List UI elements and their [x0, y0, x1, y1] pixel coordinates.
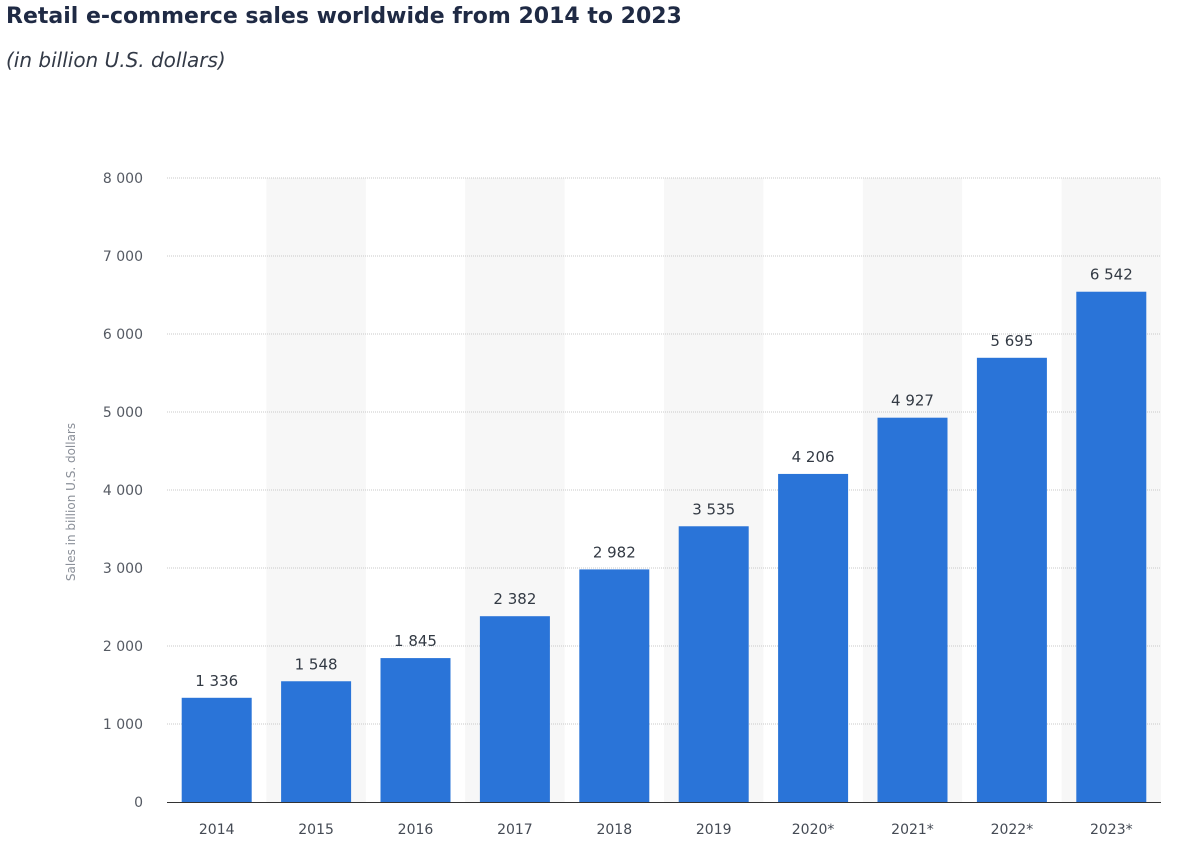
bar-value-label: 4 927: [891, 392, 934, 410]
chart-title: Retail e-commerce sales worldwide from 2…: [6, 4, 682, 29]
bar: [877, 417, 948, 802]
bar-value-label: 1 548: [295, 655, 338, 673]
bar: [778, 473, 849, 802]
bar: [380, 658, 451, 802]
x-tick-label: 2016: [398, 822, 434, 838]
x-tick-label: 2022*: [991, 822, 1034, 838]
y-tick-label: 2 000: [103, 639, 143, 655]
bar-value-label: 1 336: [195, 672, 238, 690]
bar-value-label: 2 982: [593, 543, 636, 561]
x-tick-label: 2017: [497, 822, 533, 838]
x-tick-label: 2015: [298, 822, 334, 838]
bar-value-label: 5 695: [990, 332, 1033, 350]
bar: [678, 526, 749, 802]
y-tick-label: 4 000: [103, 483, 143, 499]
y-tick-label: 8 000: [103, 171, 143, 187]
chart-subtitle: (in billion U.S. dollars): [6, 48, 226, 72]
y-tick-label: 3 000: [103, 561, 143, 577]
y-axis-label: Sales in billion U.S. dollars: [64, 423, 78, 581]
y-tick-label: 0: [134, 795, 143, 811]
bar: [479, 616, 550, 802]
y-tick-label: 5 000: [103, 405, 143, 421]
x-tick-label: 2020*: [792, 822, 835, 838]
bars: [181, 291, 1147, 802]
bar-value-label: 6 542: [1090, 266, 1133, 284]
x-tick-label: 2014: [199, 822, 235, 838]
y-tick-label: 6 000: [103, 327, 143, 343]
bar: [976, 357, 1047, 802]
x-tick-label: 2019: [696, 822, 732, 838]
x-tick-label: 2021*: [891, 822, 934, 838]
bar-value-label: 2 382: [493, 590, 536, 608]
bar: [181, 697, 252, 802]
bar-value-label: 1 845: [394, 632, 437, 650]
x-tick-label: 2018: [596, 822, 632, 838]
x-tick-label: 2023*: [1090, 822, 1133, 838]
bar: [281, 681, 352, 802]
y-tick-label: 7 000: [103, 249, 143, 265]
bar: [1076, 291, 1147, 802]
bar-value-label: 3 535: [692, 500, 735, 518]
bar: [579, 569, 650, 802]
data-labels: 1 336 1 548 1 845 2 382 2 982 3 535 4 206 4 927…: [195, 266, 1133, 690]
y-tick-label: 1 000: [103, 717, 143, 733]
bar-value-label: 4 206: [792, 448, 835, 466]
y-axis-ticks: 0 1 000 2 000 3 000 4 000 5 000 6 000 7 000 8 00…: [103, 171, 143, 811]
x-axis-ticks: 2014 2015 2016 2017 2018 2019 2020* 2021* 2022* 2…: [199, 822, 1133, 838]
